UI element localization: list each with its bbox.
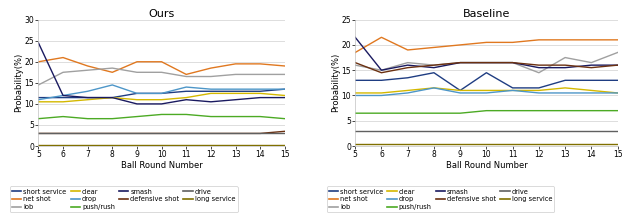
Y-axis label: Probability(%): Probability(%) [331, 53, 340, 112]
Legend: short service, net shot, lob, clear, drop, push/rush, smash, defensive shot, dri: short service, net shot, lob, clear, dro… [10, 186, 237, 213]
X-axis label: Ball Round Number: Ball Round Number [121, 161, 202, 170]
Y-axis label: Probability(%): Probability(%) [14, 53, 23, 112]
Legend: short service, net shot, lob, clear, drop, push/rush, smash, defensive shot, dri: short service, net shot, lob, clear, dro… [326, 186, 554, 213]
X-axis label: Ball Round Number: Ball Round Number [445, 161, 527, 170]
Title: Baseline: Baseline [463, 9, 510, 19]
Title: Ours: Ours [148, 9, 175, 19]
